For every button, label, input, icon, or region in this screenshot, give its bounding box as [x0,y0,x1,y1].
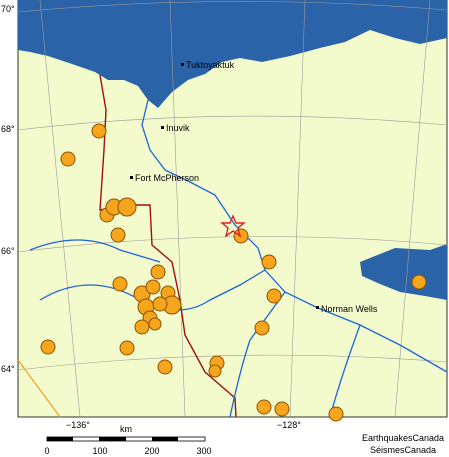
border [99,74,237,418]
credit: EarthquakesCanada [362,433,444,443]
credit: SéismesCanada [370,445,436,455]
scale-bar [46,436,206,442]
lat-label: 66° [1,246,15,256]
scale-tick: 0 [44,446,49,456]
place-label: Tuktoyaktuk [186,60,235,70]
epicenter-star [220,214,246,238]
place-label: Inuvik [166,123,190,133]
lon-label: −128° [277,420,301,430]
scale-tick: 200 [144,446,159,456]
earthquakes [40,123,427,422]
lon-label: −136° [66,420,90,430]
place-markers [130,63,319,309]
ocean [18,0,447,108]
place-label: Fort McPherson [135,173,199,183]
lat-label: 70° [1,4,15,14]
lat-label: 64° [1,364,15,374]
lat-label: 68° [1,124,15,134]
scale-unit: km [120,424,132,434]
graticule [17,0,448,418]
border [17,359,61,418]
place-label: Norman Wells [321,304,378,314]
scale-tick: 100 [92,446,107,456]
scale-tick: 300 [196,446,211,456]
